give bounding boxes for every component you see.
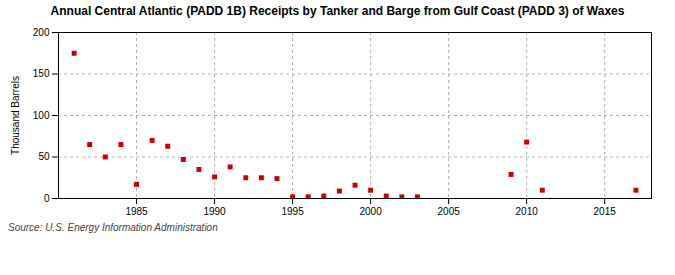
svg-text:1995: 1995 — [281, 205, 304, 216]
svg-text:50: 50 — [38, 151, 50, 162]
svg-text:2000: 2000 — [359, 205, 382, 216]
svg-text:1990: 1990 — [203, 205, 226, 216]
svg-text:1985: 1985 — [125, 205, 148, 216]
html-text:Source: U.S. Energy Informatio: Source: U.S. Energy Information Administ… — [8, 221, 218, 233]
svg-text:200: 200 — [33, 26, 50, 37]
svg-text:Thousand Barrels: Thousand Barrels — [10, 76, 21, 155]
svg-text:100: 100 — [33, 109, 50, 120]
svg-text:150: 150 — [33, 68, 50, 79]
svg-text:2015: 2015 — [594, 205, 617, 216]
svg-text:2010: 2010 — [516, 205, 539, 216]
svg-text:0: 0 — [44, 192, 50, 203]
svg-text:2005: 2005 — [438, 205, 461, 216]
html-text:Annual Central Atlantic (PADD: Annual Central Atlantic (PADD 1B) Receip… — [50, 4, 625, 18]
